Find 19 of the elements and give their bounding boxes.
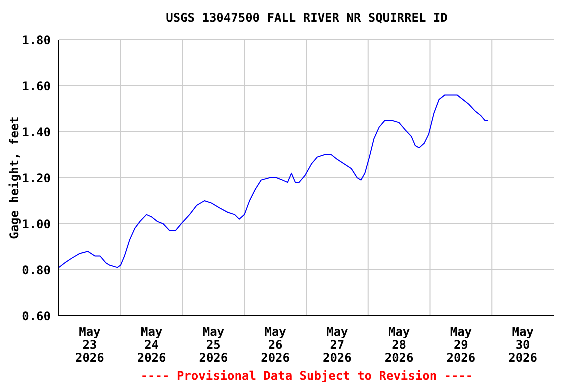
x-tick-label: May 29 2026: [446, 325, 476, 365]
y-tick-label: 1.20: [22, 171, 51, 186]
y-axis-title: Gage height, feet: [7, 116, 22, 240]
y-tick-label: 1.60: [22, 79, 51, 94]
line-series: [59, 94, 489, 268]
chart-title: USGS 13047500 FALL RIVER NR SQUIRREL ID: [165, 11, 449, 25]
y-tick-label: 1.80: [22, 33, 51, 48]
y-tick-label: 0.80: [22, 263, 51, 278]
x-tick-label: May 26 2026: [261, 325, 290, 365]
x-tick-label: May 27 2026: [322, 325, 352, 365]
x-tick-label: May 25 2026: [199, 325, 228, 365]
x-tick-label: May 28 2026: [384, 325, 414, 365]
x-tick-label: May 24 2026: [137, 325, 166, 365]
x-tick-label: May 30 2026: [508, 325, 538, 365]
x-tick-label: May 23 2026: [75, 325, 104, 365]
text: ---- Provisional Data Subject to Revision ----: [140, 369, 474, 383]
y-tick-label: 0.60: [22, 309, 51, 324]
y-tick-label: 1.00: [22, 217, 51, 232]
y-tick-label: 1.40: [22, 125, 51, 140]
